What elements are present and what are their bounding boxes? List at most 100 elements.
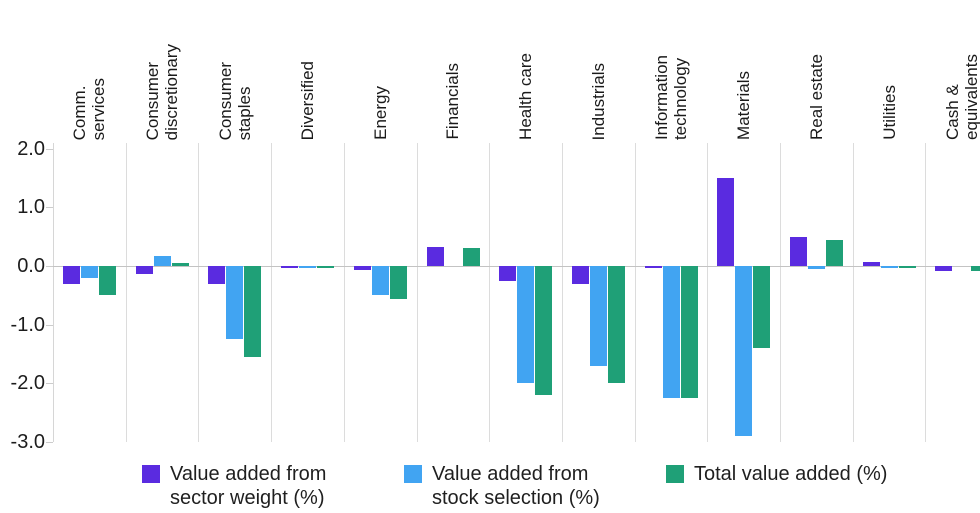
- bar-stock-selection: [81, 266, 98, 278]
- bar-stock-selection: [299, 266, 317, 268]
- category-gridline: [707, 143, 709, 442]
- category-gridline: [198, 143, 200, 442]
- bar-total-value: [462, 247, 480, 266]
- category-label: Materials: [734, 71, 754, 140]
- bar-stock-selection: [517, 266, 535, 384]
- y-tick-mark: [46, 441, 53, 443]
- bar-total-value: [171, 263, 189, 266]
- y-axis-line: [53, 143, 54, 442]
- bar-total-value: [826, 239, 843, 266]
- y-tick-label: -1.0: [10, 313, 45, 336]
- bar-sector-weight: [644, 266, 662, 268]
- category-gridline: [343, 143, 345, 442]
- legend-label-total-value: Total value added (%): [694, 463, 888, 485]
- bar-total-value: [244, 266, 262, 357]
- category-label: Diversified: [297, 60, 317, 140]
- bar-sector-weight: [717, 178, 735, 266]
- bar-stock-selection: [880, 266, 898, 268]
- category-label-cell: Utilities: [853, 0, 926, 140]
- category-label-cell: Real estate: [780, 0, 853, 140]
- category-gridline: [271, 143, 273, 442]
- category-label: Cash & equivalents: [942, 53, 980, 140]
- bar-total-value: [680, 266, 698, 398]
- y-tick-mark: [46, 383, 53, 385]
- category-gridline: [780, 143, 781, 442]
- legend-item-total-value: Total value added (%): [666, 462, 887, 486]
- category-label: Health care: [516, 53, 536, 140]
- bar-total-value: [607, 266, 625, 384]
- bar-stock-selection: [226, 266, 244, 340]
- bar-sector-weight: [499, 266, 517, 281]
- category-gridline: [925, 143, 927, 442]
- bar-total-value: [753, 266, 771, 349]
- y-tick-label: 2.0: [17, 137, 45, 160]
- y-tick-mark: [46, 266, 53, 267]
- category-gridline: [852, 143, 854, 442]
- sector-weight-swatch-icon: [142, 465, 160, 483]
- category-label-cell: Energy: [344, 0, 417, 140]
- bar-sector-weight: [135, 266, 153, 274]
- bar-sector-weight: [63, 266, 80, 284]
- legend-item-stock-selection: Value added from stock selection (%): [404, 462, 610, 510]
- bar-sector-weight: [426, 246, 444, 266]
- bar-sector-weight: [862, 262, 880, 266]
- category-label: Consumer staples: [215, 61, 254, 140]
- bar-stock-selection: [153, 256, 171, 266]
- category-gridline: [489, 143, 491, 442]
- bar-sector-weight: [281, 266, 299, 268]
- y-tick-label: -2.0: [10, 372, 45, 395]
- category-label: Financials: [443, 63, 463, 140]
- bar-stock-selection: [735, 266, 753, 436]
- bar-total-value: [971, 266, 980, 271]
- bar-total-value: [898, 266, 916, 268]
- category-gridline: [125, 143, 127, 442]
- bar-stock-selection: [662, 266, 680, 398]
- bar-stock-selection: [589, 266, 607, 366]
- category-label-cell: Information technology: [635, 0, 708, 140]
- category-gridline: [634, 143, 636, 442]
- legend-label-stock-selection: Value added from stock selection (%): [432, 463, 600, 509]
- category-label-cell: Consumer discretionary: [126, 0, 199, 140]
- category-label-cell: Industrials: [562, 0, 635, 140]
- category-label: Industrials: [588, 62, 608, 140]
- legend-item-sector-weight: Value added from sector weight (%): [142, 462, 348, 510]
- category-label: Energy: [370, 86, 390, 140]
- bar-sector-weight: [571, 266, 589, 284]
- category-label-cell: Cash & equivalents: [925, 0, 980, 140]
- legend-label-sector-weight: Value added from sector weight (%): [170, 463, 327, 509]
- y-tick-label: 1.0: [17, 196, 45, 219]
- category-gridline: [416, 143, 418, 442]
- y-tick-label: -3.0: [10, 430, 45, 453]
- bar-sector-weight: [208, 266, 226, 284]
- y-tick-label: 0.0: [17, 255, 45, 277]
- category-label-cell: Diversified: [271, 0, 344, 140]
- category-label-cell: Consumer staples: [198, 0, 271, 140]
- bar-stock-selection: [808, 266, 825, 269]
- category-gridline: [561, 143, 563, 442]
- y-tick-mark: [46, 148, 53, 150]
- bar-stock-selection: [371, 266, 389, 296]
- category-label-cell: Financials: [417, 0, 490, 140]
- bar-sector-weight: [353, 266, 371, 271]
- bar-total-value: [317, 266, 335, 268]
- bar-sector-weight: [935, 266, 953, 271]
- category-label-cell: Materials: [707, 0, 780, 140]
- bar-total-value: [99, 266, 116, 296]
- category-label: Utilities: [879, 85, 899, 140]
- bar-total-value: [535, 266, 553, 395]
- category-label-cell: Health care: [489, 0, 562, 140]
- category-label: Information technology: [651, 54, 690, 140]
- stock-selection-swatch-icon: [404, 465, 422, 483]
- y-tick-mark: [46, 207, 53, 209]
- category-label: Consumer discretionary: [143, 43, 182, 140]
- total-value-swatch-icon: [666, 465, 684, 483]
- category-label-cell: Comm. services: [53, 0, 126, 140]
- bar-sector-weight: [790, 236, 807, 266]
- category-label: Real estate: [806, 54, 826, 140]
- zero-line: [53, 266, 980, 267]
- y-tick-mark: [46, 324, 53, 326]
- bar-total-value: [389, 266, 407, 300]
- category-label: Comm. services: [70, 77, 109, 140]
